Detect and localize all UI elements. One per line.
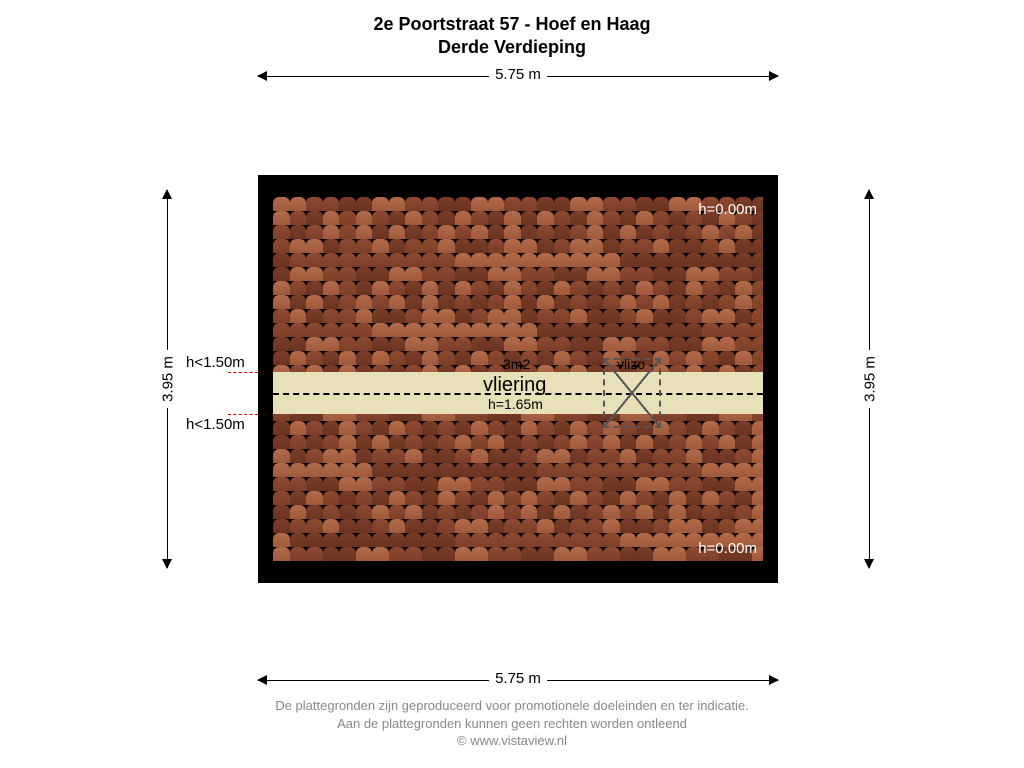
dimension-width-bottom-label: 5.75 m	[489, 670, 547, 687]
dimension-width-top: 5.75 m	[258, 76, 778, 77]
height-label-lower: h<1.50m	[186, 416, 245, 433]
red-dash-lower	[228, 414, 258, 415]
corner-height-bottom-right: h=0.00m	[698, 540, 757, 557]
red-dash-upper	[228, 372, 258, 373]
footer-disclaimer: De plattegronden zijn geproduceerd voor …	[0, 697, 1024, 750]
footer-line1: De plattegronden zijn geproduceerd voor …	[0, 697, 1024, 715]
dimension-height-left: 3.95 m	[167, 190, 168, 568]
height-label-upper: h<1.50m	[186, 354, 245, 371]
vlizo-label: vlizo	[617, 356, 645, 372]
title-address: 2e Poortstraat 57 - Hoef en Haag	[0, 14, 1024, 35]
title-block: 2e Poortstraat 57 - Hoef en Haag Derde V…	[0, 14, 1024, 58]
dimension-height-left-label: 3.95 m	[159, 350, 176, 408]
room-height-label: h=1.65m	[488, 396, 543, 412]
dimension-width-top-label: 5.75 m	[489, 66, 547, 83]
dimension-height-right-label: 3.95 m	[861, 350, 878, 408]
footer-line3: © www.vistaview.nl	[0, 732, 1024, 750]
title-floor: Derde Verdieping	[0, 37, 1024, 58]
room-name-label: vliering	[483, 374, 546, 397]
footer-line2: Aan de plattegronden kunnen geen rechten…	[0, 715, 1024, 733]
floor-plan: 3m2 vliering h=1.65m vlizo h=0.00m h=0.0…	[258, 175, 778, 583]
dimension-height-right: 3.95 m	[869, 190, 870, 568]
corner-height-top-right: h=0.00m	[698, 201, 757, 218]
dimension-width-bottom: 5.75 m	[258, 680, 778, 681]
area-label: 3m2	[503, 356, 530, 372]
